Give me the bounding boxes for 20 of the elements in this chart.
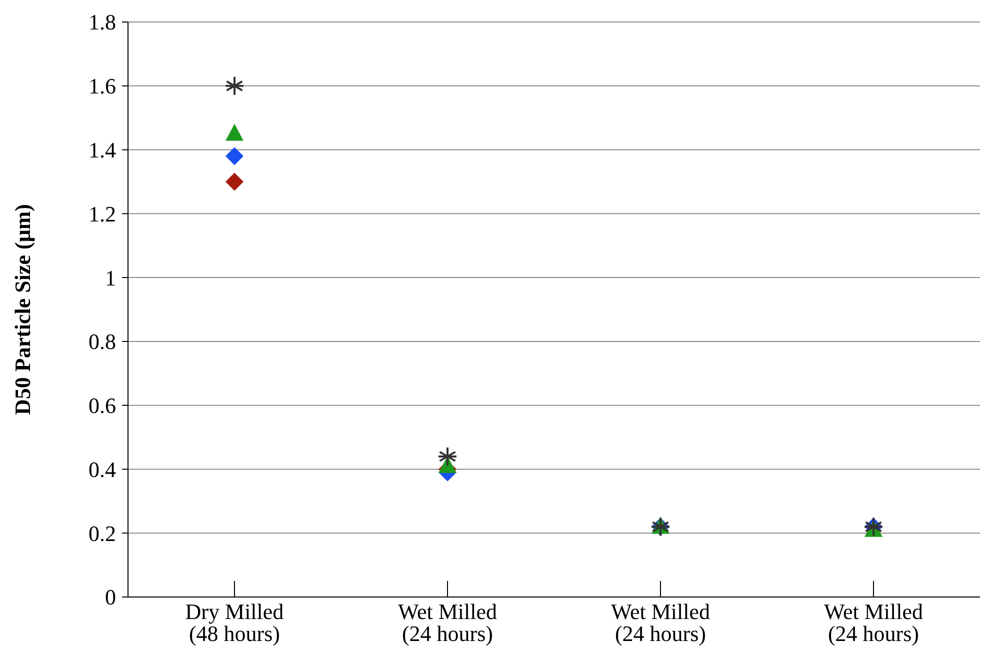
x-tick-label: Wet Milled (24 hours) [398, 599, 498, 646]
y-tick-label: 1.4 [88, 137, 116, 162]
y-tick-label: 1.6 [88, 74, 116, 99]
y-tick-label: 0 [105, 584, 116, 610]
point [226, 124, 244, 141]
x-tick-label: Wet Milled (24 hours) [824, 599, 924, 646]
point [226, 147, 244, 166]
x-tick-label: Wet Milled (24 hours) [610, 599, 710, 646]
x-tick-label: Dry Milled (48 hours) [185, 599, 284, 646]
y-tick-label: 0.6 [88, 393, 116, 418]
point [438, 446, 458, 466]
point [226, 172, 244, 191]
y-tick-label: 0.2 [88, 520, 116, 546]
y-axis-title: D50 Particle Size (μm) [10, 204, 35, 415]
y-tick-label: 0.8 [88, 329, 116, 354]
y-tick-label: 0.4 [88, 456, 116, 482]
y-tick-label: 1 [105, 265, 116, 290]
y-tick-label: 1.8 [88, 10, 116, 35]
y-tick-label: 1.2 [88, 201, 116, 226]
point [224, 76, 244, 96]
